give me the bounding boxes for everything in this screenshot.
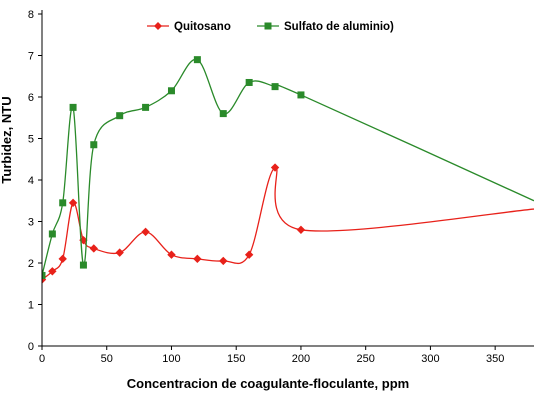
- legend-item-1: Quitosano: [147, 21, 231, 33]
- data-point: [142, 103, 150, 111]
- legend-label: Sulfato de aluminio): [284, 21, 394, 33]
- y-tick-label: 6: [28, 92, 34, 104]
- y-tick-label: 4: [28, 175, 34, 187]
- x-tick-label: 250: [357, 353, 375, 365]
- data-point: [42, 271, 46, 279]
- data-point: [48, 230, 56, 238]
- data-point: [115, 248, 124, 257]
- series-line: [42, 58, 534, 276]
- y-tick-label: 2: [28, 258, 34, 270]
- data-point: [89, 244, 98, 253]
- x-tick-label: 0: [39, 353, 45, 365]
- data-point: [58, 254, 67, 264]
- data-point: [193, 56, 201, 64]
- axes: 0 50 100 150 200 250 300 350 0 1 2 3 4 5 6 7 8 Concentrac…: [0, 9, 534, 391]
- data-point: [271, 83, 279, 91]
- y-tick-label: 7: [28, 51, 34, 63]
- series-line: [42, 166, 534, 281]
- plot-area: [42, 56, 534, 284]
- data-point: [219, 110, 227, 118]
- y-tick-label: 3: [28, 217, 34, 229]
- data-point: [270, 163, 280, 172]
- legend-label: Quitosano: [174, 21, 231, 33]
- y-tick-label: 5: [28, 134, 34, 146]
- data-point: [90, 141, 98, 149]
- series-1: [42, 163, 534, 284]
- x-tick-label: 100: [162, 353, 180, 365]
- data-point: [245, 78, 253, 86]
- legend: Quitosano Sulfato de aluminio): [147, 21, 394, 33]
- data-point: [219, 256, 228, 266]
- data-point: [296, 225, 306, 234]
- x-tick-label: 150: [227, 353, 245, 365]
- data-point: [297, 91, 305, 99]
- series-2: [42, 56, 534, 279]
- y-axis-title: Turbidez, NTU: [0, 96, 14, 183]
- legend-item-2: Sulfato de aluminio): [257, 21, 394, 33]
- data-point: [79, 261, 87, 269]
- x-tick-label: 200: [292, 353, 310, 365]
- data-point: [141, 227, 150, 237]
- data-point: [244, 250, 254, 259]
- x-tick-label: 300: [421, 353, 439, 365]
- legend-marker: [264, 22, 272, 30]
- data-point: [48, 267, 57, 276]
- data-point: [59, 199, 67, 207]
- data-point: [116, 112, 124, 120]
- data-point: [167, 87, 175, 95]
- data-point: [68, 198, 78, 208]
- y-tick-label: 1: [28, 300, 34, 312]
- y-tick-label: 8: [28, 9, 34, 21]
- x-tick-label: 350: [486, 353, 504, 365]
- data-point: [69, 103, 77, 111]
- x-axis-title: Concentracion de coagulante-floculante, …: [127, 376, 409, 391]
- data-point: [167, 250, 176, 259]
- x-tick-label: 50: [101, 353, 113, 365]
- y-tick-label: 0: [28, 341, 34, 353]
- legend-marker: [154, 22, 162, 30]
- data-point: [193, 254, 202, 264]
